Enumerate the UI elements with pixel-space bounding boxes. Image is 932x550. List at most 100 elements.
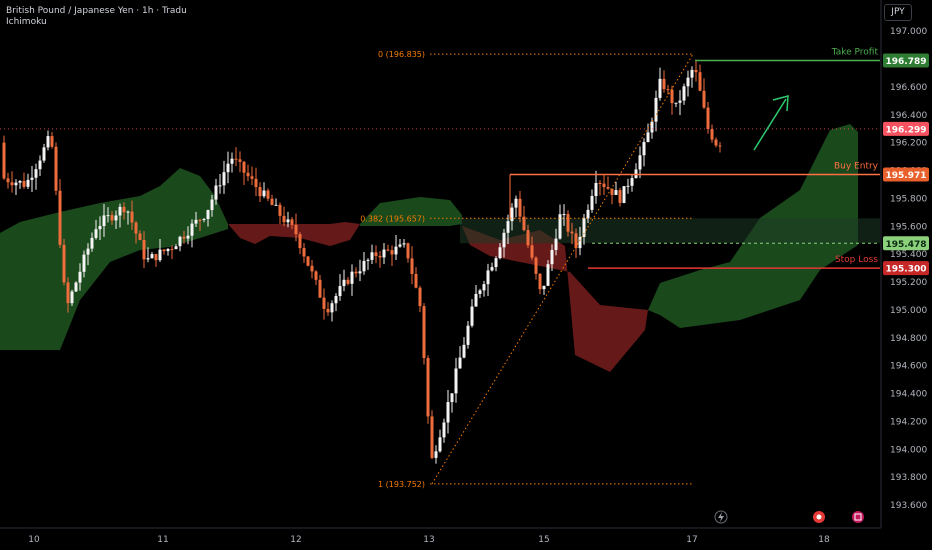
candle-body <box>22 181 26 187</box>
candle-body <box>454 368 458 394</box>
candle-body <box>390 250 394 255</box>
lightning-icon[interactable] <box>714 510 728 524</box>
candle-body <box>74 282 78 292</box>
candle-body <box>518 198 522 217</box>
cloud-level-price-tag-bg <box>883 236 929 251</box>
candle-body <box>662 78 666 90</box>
candle-body <box>526 230 530 246</box>
candle-body <box>586 209 590 219</box>
candle-body <box>618 190 622 203</box>
x-tick-label: 15 <box>538 535 549 545</box>
candle-body <box>534 257 538 274</box>
candle-body <box>558 214 562 239</box>
gift-icon[interactable] <box>852 511 864 523</box>
candle-body <box>210 199 214 211</box>
current-price-tag: 196.299 <box>886 125 927 135</box>
candle-body <box>478 290 482 294</box>
candle-body <box>606 187 610 189</box>
candle-body <box>6 178 10 183</box>
candle-body <box>398 244 402 247</box>
candle-body <box>126 211 130 213</box>
take-profit-price-tag: 196.789 <box>886 57 927 67</box>
y-tick-label: 196.600 <box>890 83 927 93</box>
candle-body <box>98 226 102 230</box>
candle-body <box>486 270 490 285</box>
fib-trend-line <box>431 53 694 485</box>
candle-body <box>354 271 358 274</box>
candle-body <box>38 160 42 170</box>
candle-body <box>686 77 690 87</box>
candle-body <box>114 215 118 221</box>
candle-body <box>130 211 134 223</box>
symbol-title[interactable]: British Pound / Japanese Yen · 1h · Trad… <box>6 6 187 16</box>
candle-body <box>58 190 62 245</box>
candle-body <box>682 86 686 101</box>
candle-body <box>334 296 338 304</box>
candle-body <box>42 147 46 161</box>
y-tick-label: 194.200 <box>890 417 927 427</box>
candle-body <box>698 72 702 91</box>
candle-body <box>394 246 398 255</box>
candle-body <box>182 236 186 239</box>
candle-body <box>382 249 386 258</box>
currency-button[interactable]: JPY <box>884 4 912 21</box>
candle-body <box>314 271 318 280</box>
candle-body <box>594 183 598 196</box>
candle-body <box>386 249 390 251</box>
candle-body <box>566 214 570 232</box>
candle-body <box>622 186 626 203</box>
candle-body <box>218 185 222 187</box>
current-price-tag-bg <box>883 121 929 136</box>
candle-body <box>562 214 566 216</box>
ichimoku-cloud-bull <box>648 124 858 328</box>
candle-body <box>674 102 678 104</box>
target-arrow-head <box>772 95 789 112</box>
candle-body <box>326 308 330 313</box>
candle-body <box>718 145 722 147</box>
candle-body <box>90 237 94 249</box>
candle-body <box>342 279 346 287</box>
candle-body <box>166 248 170 252</box>
indicator-label[interactable]: Ichimoku <box>6 17 47 27</box>
candle-body <box>54 146 58 191</box>
candle-body <box>470 306 474 326</box>
candle-body <box>590 195 594 210</box>
candle-body <box>374 252 378 256</box>
candle-body <box>578 236 582 249</box>
candle-body <box>94 229 98 238</box>
candle-body <box>554 238 558 250</box>
y-tick-label: 195.200 <box>890 278 927 288</box>
candle-body <box>66 282 70 304</box>
candle-body <box>418 287 422 307</box>
candle-body <box>366 259 370 261</box>
x-tick-label: 18 <box>818 535 830 545</box>
candle-body <box>122 206 126 213</box>
candle-body <box>702 90 706 108</box>
fib-level-1-label: 1 (193.752) <box>378 480 425 489</box>
candle-body <box>450 393 454 403</box>
candle-body <box>474 293 478 307</box>
cloud-level-price-tag: 195.478 <box>886 240 927 250</box>
candle-body <box>2 142 6 179</box>
candle-body <box>466 325 470 345</box>
candle-body <box>322 297 326 309</box>
candle-body <box>138 233 142 240</box>
candle-body <box>330 303 334 313</box>
candle-body <box>246 172 250 177</box>
candle-body <box>410 258 414 274</box>
candle-body <box>610 188 614 195</box>
candle-body <box>82 254 86 272</box>
candle-body <box>254 178 258 188</box>
candle-body <box>574 233 578 249</box>
stop-loss-price-tag: 195.300 <box>886 265 927 275</box>
candle-body <box>430 416 434 458</box>
candle-body <box>190 223 194 236</box>
x-tick-label: 17 <box>686 535 697 545</box>
x-tick-label: 10 <box>28 535 40 545</box>
stop-loss-label: Stop Loss <box>835 255 878 265</box>
candle-body <box>490 267 494 271</box>
candle-body <box>502 232 506 248</box>
candle-body <box>118 206 122 216</box>
candle-body <box>318 279 322 298</box>
